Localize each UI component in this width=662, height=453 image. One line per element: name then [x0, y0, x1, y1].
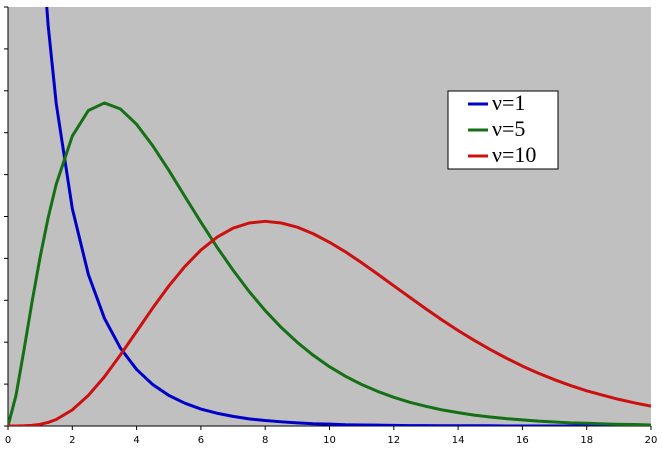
- series-line: [8, 219, 651, 426]
- x-tick-label: 4: [133, 435, 139, 446]
- x-tick-label: 12: [387, 435, 400, 446]
- x-tick-label: 20: [645, 435, 658, 446]
- legend-label: ν=5: [492, 116, 525, 141]
- plot-lines: [8, 7, 651, 426]
- x-tick-label: 14: [452, 435, 465, 446]
- x-tick-label: 2: [69, 435, 75, 446]
- x-tick-label: 10: [323, 435, 336, 446]
- x-tick-label: 16: [516, 435, 529, 446]
- series-line: [8, 101, 651, 426]
- x-tick-label: 8: [262, 435, 268, 446]
- legend-label: ν=1: [492, 90, 525, 115]
- series-line: [45, 7, 651, 426]
- x-tick-label: 0: [5, 435, 11, 446]
- x-tick-label: 18: [580, 435, 593, 446]
- legend-box: [447, 90, 559, 170]
- plot-area: [8, 7, 651, 426]
- x-tick-label: 6: [198, 435, 204, 446]
- legend-label: ν=10: [492, 142, 536, 167]
